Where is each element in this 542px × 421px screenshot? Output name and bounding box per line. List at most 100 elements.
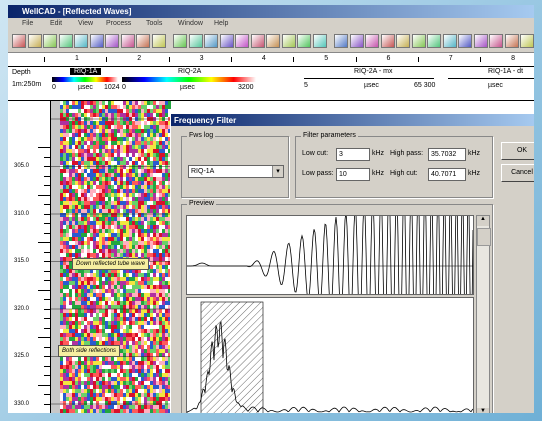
pixel <box>156 237 159 241</box>
pixel <box>93 361 96 365</box>
text-input[interactable]: 3 <box>336 148 370 161</box>
tool-button[interactable] <box>350 34 364 48</box>
menu-item[interactable]: Help <box>214 20 228 27</box>
tool-button[interactable] <box>235 34 249 48</box>
pixel <box>153 149 156 153</box>
menu-item[interactable]: Edit <box>50 20 62 27</box>
pixel <box>144 129 147 133</box>
tool-button[interactable] <box>28 34 42 48</box>
pixel <box>51 241 54 245</box>
pixel <box>93 293 96 297</box>
scroll-down[interactable]: ▼ <box>477 408 489 413</box>
scrollbar[interactable]: ▲ ▼ <box>476 215 490 413</box>
tool-button[interactable] <box>251 34 265 48</box>
depth-label: 305.0 <box>14 163 29 169</box>
pixel <box>63 185 66 189</box>
tool-button[interactable] <box>505 34 519 48</box>
scroll-up[interactable]: ▲ <box>477 216 489 226</box>
pixel <box>111 189 114 193</box>
pixel <box>99 369 102 373</box>
pixel <box>69 385 72 389</box>
tool-button[interactable] <box>59 34 73 48</box>
tool-button[interactable] <box>489 34 503 48</box>
pixel <box>81 165 84 169</box>
text-input[interactable]: 10 <box>336 168 370 181</box>
pixel <box>108 293 111 297</box>
pixel <box>90 105 93 109</box>
tool-button[interactable] <box>381 34 395 48</box>
pixel <box>141 193 144 197</box>
pixel <box>120 341 123 345</box>
pixel <box>111 297 114 301</box>
pixel <box>96 229 99 233</box>
tool-button[interactable] <box>365 34 379 48</box>
pixel <box>159 241 162 245</box>
tool-button[interactable] <box>282 34 296 48</box>
tool-button[interactable] <box>396 34 410 48</box>
pixel <box>129 281 132 285</box>
tool-button[interactable] <box>173 34 187 48</box>
pixel <box>54 349 57 353</box>
pixel <box>51 109 54 113</box>
pixel <box>105 369 108 373</box>
pixel <box>57 181 60 185</box>
tool-button[interactable] <box>266 34 280 48</box>
menu-item[interactable]: File <box>22 20 33 27</box>
tool-button[interactable] <box>297 34 311 48</box>
text-input[interactable]: 35.7032 <box>428 148 466 161</box>
depth-tick <box>44 375 50 376</box>
menu-item[interactable]: Process <box>106 20 131 27</box>
text-input[interactable]: 40.7071 <box>428 168 466 181</box>
tool-button[interactable] <box>220 34 234 48</box>
tool-button[interactable] <box>443 34 457 48</box>
pixel <box>90 285 93 289</box>
pixel <box>132 133 135 137</box>
pixel <box>141 393 144 397</box>
combo-box[interactable]: RIQ-1A ▾ <box>188 165 284 178</box>
tool-button[interactable] <box>520 34 534 48</box>
scroll-thumb[interactable] <box>477 228 491 246</box>
combo-arrow[interactable]: ▾ <box>272 166 283 177</box>
pixel <box>78 333 81 337</box>
tool-button[interactable] <box>313 34 327 48</box>
pixel <box>162 125 165 129</box>
pixel <box>63 385 66 389</box>
tool-button[interactable] <box>136 34 150 48</box>
tool-button[interactable] <box>90 34 104 48</box>
menu-item[interactable]: Tools <box>146 20 162 27</box>
menu-item[interactable]: Window <box>178 20 203 27</box>
tool-button[interactable] <box>412 34 426 48</box>
ok-button[interactable]: OK <box>501 142 534 160</box>
pixel <box>147 405 150 409</box>
tool-button[interactable] <box>74 34 88 48</box>
pixel <box>156 245 159 249</box>
pixel <box>57 381 60 385</box>
tool-button[interactable] <box>427 34 441 48</box>
pixel <box>126 401 129 405</box>
tool-button[interactable] <box>458 34 472 48</box>
tool-button[interactable] <box>152 34 166 48</box>
pixel <box>120 133 123 137</box>
pixel <box>102 137 105 141</box>
menu-item[interactable]: View <box>78 20 93 27</box>
pixel <box>78 161 81 165</box>
pixel <box>156 381 159 385</box>
pixel <box>90 165 93 169</box>
pixel <box>51 177 54 181</box>
tool-button[interactable] <box>334 34 348 48</box>
pixel <box>117 381 120 385</box>
cancel-button[interactable]: Cancel <box>501 164 534 182</box>
pixel <box>153 133 156 137</box>
tool-button[interactable] <box>12 34 26 48</box>
pixel <box>150 241 153 245</box>
pixel <box>51 285 54 289</box>
tool-button[interactable] <box>474 34 488 48</box>
tool-button[interactable] <box>43 34 57 48</box>
tool-button[interactable] <box>189 34 203 48</box>
pixel <box>153 393 156 397</box>
pixel <box>162 165 165 169</box>
tool-button[interactable] <box>204 34 218 48</box>
pixel <box>93 253 96 257</box>
tool-button[interactable] <box>105 34 119 48</box>
tool-button[interactable] <box>121 34 135 48</box>
